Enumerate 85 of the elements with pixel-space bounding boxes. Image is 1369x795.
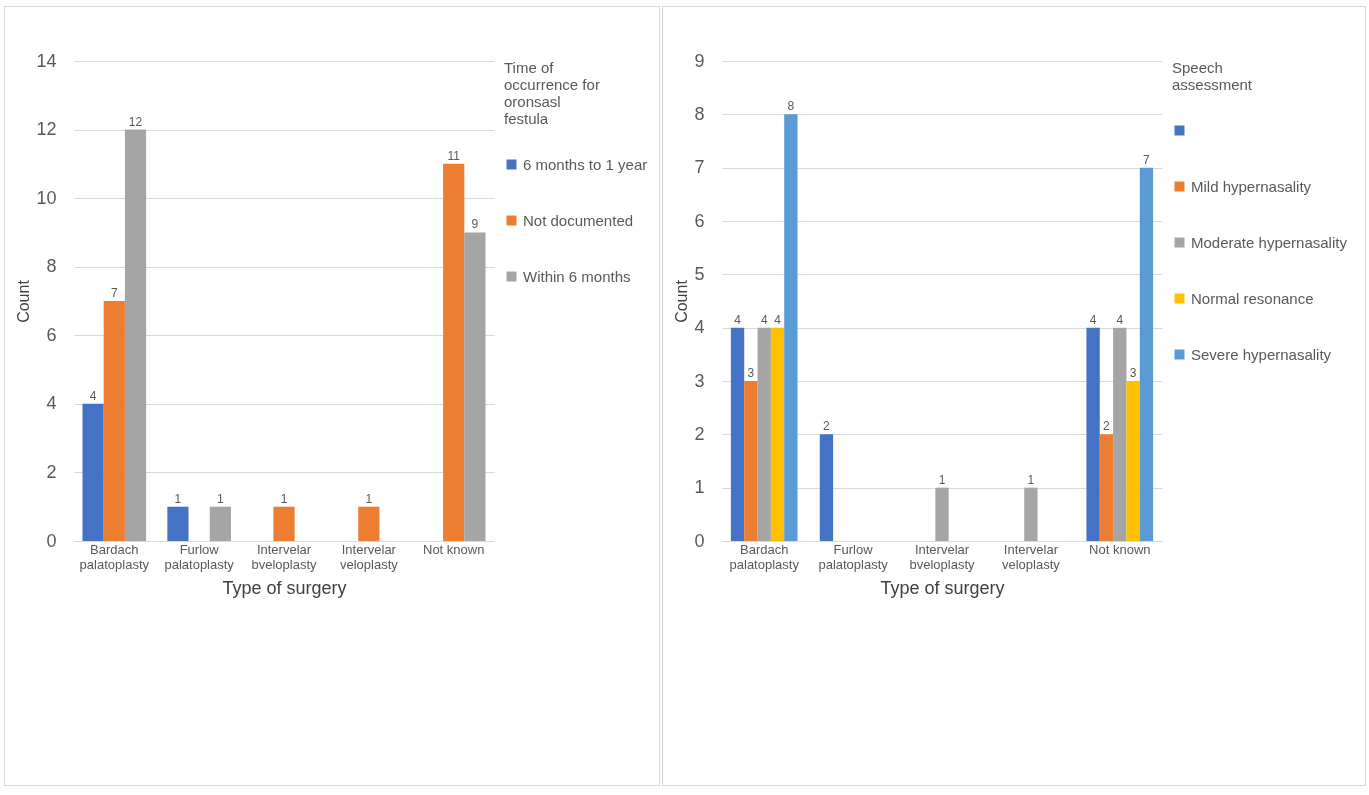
y-tick-label: 0 xyxy=(694,530,705,551)
bar xyxy=(358,506,380,541)
data-label: 2 xyxy=(823,419,831,434)
data-label: 1 xyxy=(1027,472,1035,487)
bar xyxy=(744,381,758,541)
y-tick-label: 12 xyxy=(36,119,57,140)
bar xyxy=(1086,327,1100,541)
bar xyxy=(770,327,785,541)
x-tick-label: Intervelar veloplasty xyxy=(1001,541,1061,572)
y-tick-label: 9 xyxy=(694,50,705,71)
data-label: 12 xyxy=(128,114,143,129)
data-label: 4 xyxy=(1089,312,1097,327)
y-tick-label: 5 xyxy=(694,263,705,284)
bar xyxy=(443,163,465,541)
data-label: 4 xyxy=(734,312,742,327)
bar xyxy=(1024,487,1038,541)
legend-label: Mild hypernasality xyxy=(1191,177,1312,195)
x-tick-label: Bardach palatoplasty xyxy=(79,541,150,572)
y-tick-label: 6 xyxy=(694,210,705,231)
data-label: 1 xyxy=(280,491,288,506)
bar xyxy=(209,506,231,541)
bar xyxy=(103,301,125,541)
bar xyxy=(819,434,834,541)
y-tick-label: 4 xyxy=(46,393,57,414)
data-label: 4 xyxy=(89,388,97,403)
legend-label: Within 6 months xyxy=(523,267,631,285)
data-label: 9 xyxy=(471,217,479,232)
data-label: 2 xyxy=(1103,419,1111,434)
bar xyxy=(1126,381,1140,541)
data-label: 1 xyxy=(938,472,946,487)
data-label: 1 xyxy=(365,491,373,506)
bar xyxy=(1099,434,1114,541)
data-label: 1 xyxy=(174,491,182,506)
bar xyxy=(757,327,771,541)
data-label: 3 xyxy=(747,366,755,380)
bar xyxy=(82,403,104,541)
y-tick-label: 3 xyxy=(694,370,705,391)
x-tick-label: Not known xyxy=(422,541,485,557)
data-label: 8 xyxy=(787,99,795,114)
legend-label: Severe hypernasality xyxy=(1191,345,1332,363)
y-tick-label: 6 xyxy=(46,324,57,345)
bar xyxy=(464,232,486,541)
legend-label: Not documented xyxy=(523,211,634,229)
y-tick-label: 0 xyxy=(46,530,57,551)
x-axis-title: Type of surgery xyxy=(222,577,347,598)
data-label: 7 xyxy=(110,286,118,300)
bar xyxy=(1139,167,1154,541)
bar xyxy=(784,114,798,541)
bar xyxy=(124,129,147,541)
bar xyxy=(935,487,949,541)
x-axis-title: Type of surgery xyxy=(880,577,1005,598)
y-tick-label: 4 xyxy=(694,317,705,338)
x-tick-label: Intervelar veloplasty xyxy=(339,541,399,572)
x-tick-label: Not known xyxy=(1089,541,1151,557)
y-tick-label: 2 xyxy=(46,461,57,482)
y-tick-label: 7 xyxy=(694,157,705,178)
data-label: 4 xyxy=(774,312,782,327)
legend-title: Time of occurrence for oronsasl festula xyxy=(504,59,600,127)
y-tick-label: 8 xyxy=(46,256,57,277)
legend-label: 6 months to 1 year xyxy=(523,155,648,173)
y-tick-label: 8 xyxy=(694,103,705,124)
bar xyxy=(273,506,295,541)
legend-label: Moderate hypernasality xyxy=(1191,233,1348,251)
y-axis-title: Count xyxy=(15,279,33,323)
x-tick-label: Furlow palatoplasty xyxy=(164,541,235,572)
data-label: 3 xyxy=(1129,366,1137,380)
y-tick-label: 10 xyxy=(36,187,57,208)
data-label: 11 xyxy=(447,148,461,163)
bar xyxy=(1113,327,1127,541)
data-label: 1 xyxy=(217,491,225,506)
x-tick-label: Intervelar bveloplasty xyxy=(909,541,976,572)
data-label: 4 xyxy=(1116,312,1124,327)
legend-title: Speech assessment xyxy=(1172,59,1253,93)
data-label: 4 xyxy=(760,312,768,327)
bar xyxy=(167,506,189,541)
x-tick-label: Furlow palatoplasty xyxy=(818,541,889,572)
y-axis-title: Count xyxy=(673,279,691,323)
y-tick-label: 1 xyxy=(694,477,705,498)
y-tick-label: 2 xyxy=(694,423,705,444)
legend-label: Normal resonance xyxy=(1191,289,1314,307)
x-tick-label: Intervelar bveloplasty xyxy=(251,541,318,572)
data-label: 7 xyxy=(1143,152,1151,167)
x-tick-label: Bardach palatoplasty xyxy=(729,541,800,572)
bar xyxy=(730,327,745,541)
y-tick-label: 14 xyxy=(36,50,57,71)
